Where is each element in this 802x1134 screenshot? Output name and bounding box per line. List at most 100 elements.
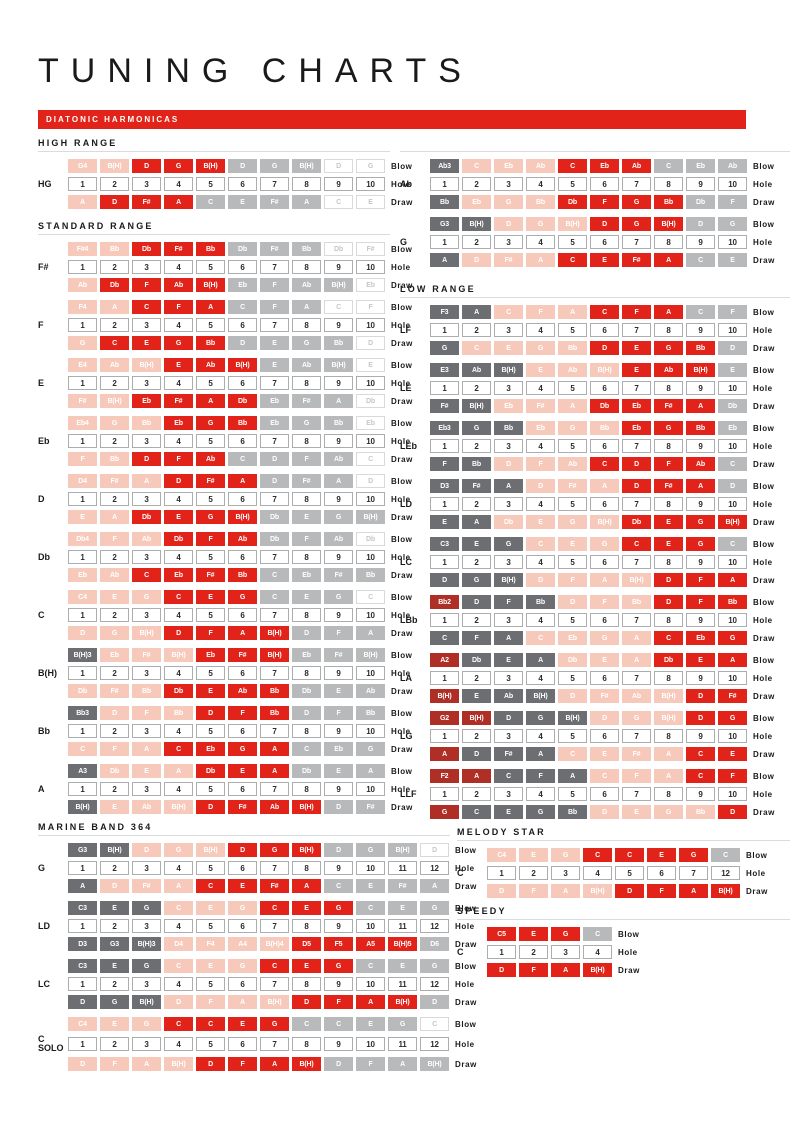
hole-cell: 3 bbox=[132, 1037, 161, 1051]
section-title: MARINE BAND 364 bbox=[38, 822, 153, 832]
hole-cell: 5 bbox=[196, 260, 225, 274]
note-cell: G4 bbox=[68, 159, 97, 173]
note-cell: B(H) bbox=[324, 358, 353, 372]
hole-cell: 1 bbox=[68, 861, 97, 875]
note-cell: Ab bbox=[324, 532, 353, 546]
hole-cell: 4 bbox=[164, 608, 193, 622]
note-cell: E bbox=[590, 653, 619, 667]
note-cell: C bbox=[324, 300, 353, 314]
note-cell: E3 bbox=[430, 363, 459, 377]
hole-cell: 10 bbox=[718, 555, 747, 569]
chart-row-hole: LBb 1 2 3 4 5 6 7 8 9 10 Hole bbox=[400, 613, 802, 627]
note-cell: E bbox=[590, 253, 619, 267]
note-cell: Db bbox=[292, 764, 321, 778]
note-cell: A bbox=[551, 884, 580, 898]
row-label-hole: Hole bbox=[753, 731, 773, 741]
hole-cell: 2 bbox=[462, 439, 491, 453]
row-label-blow: Blow bbox=[391, 650, 413, 660]
hole-cell: 8 bbox=[292, 434, 321, 448]
row-label-draw: Draw bbox=[753, 575, 775, 585]
note-cell: G bbox=[420, 901, 449, 915]
hole-cell: 6 bbox=[590, 235, 619, 249]
hole-cell: 10 bbox=[356, 177, 385, 191]
note-cell: B(H) bbox=[132, 358, 161, 372]
hole-cell: 3 bbox=[132, 177, 161, 191]
note-cell: D bbox=[356, 474, 385, 488]
note-cell: Eb4 bbox=[68, 416, 97, 430]
hole-cell: 10 bbox=[356, 260, 385, 274]
note-cell: Ab3 bbox=[430, 159, 459, 173]
chart-HG: G4 B(H) D G B(H) D G B(H) D G Blow HG 1 2 3 4 5 6 7 8 9 10 Hol… bbox=[38, 159, 498, 209]
note-cell: B(H) bbox=[654, 217, 683, 231]
note-cell: A bbox=[622, 653, 651, 667]
note-cell: F bbox=[718, 769, 747, 783]
chart-row-hole: C 1 2 3 4 Hole bbox=[457, 945, 802, 959]
note-cell: F bbox=[228, 1057, 257, 1071]
note-cell: Bb bbox=[196, 242, 225, 256]
chart-row-hole: HG 1 2 3 4 5 6 7 8 9 10 Hole bbox=[38, 177, 498, 191]
hole-cell: 2 bbox=[462, 497, 491, 511]
note-cell: D bbox=[654, 595, 683, 609]
row-label-hole: Hole bbox=[753, 383, 773, 393]
note-cell: C bbox=[526, 631, 555, 645]
note-cell: Eb bbox=[164, 568, 193, 582]
note-cell: E bbox=[196, 590, 225, 604]
note-cell: A bbox=[260, 764, 289, 778]
note-cell: Ab bbox=[292, 358, 321, 372]
chart-row-draw: F Bb D F Ab C D F Ab C Draw bbox=[400, 457, 802, 471]
key-label: Eb bbox=[38, 435, 50, 446]
note-cell: Eb bbox=[260, 416, 289, 430]
row-label-blow: Blow bbox=[391, 476, 413, 486]
note-cell: F bbox=[526, 305, 555, 319]
note-cell: B(H) bbox=[132, 626, 161, 640]
row-label-blow: Blow bbox=[753, 597, 775, 607]
note-cell: A bbox=[462, 515, 491, 529]
row-label-draw: Draw bbox=[391, 338, 413, 348]
chart-Db: Db4 F Ab Db F Ab Db F Ab Db Blow Db 1 2 3 4 5 6 7 8 9 10 Hole E… bbox=[38, 532, 498, 582]
note-cell: Bb bbox=[686, 421, 715, 435]
note-cell: A bbox=[526, 653, 555, 667]
row-label-hole: Hole bbox=[753, 325, 773, 335]
hole-cell: 3 bbox=[132, 608, 161, 622]
hole-cell: 9 bbox=[324, 977, 353, 991]
key-label: LC bbox=[38, 978, 50, 989]
note-cell: A bbox=[551, 963, 580, 977]
note-cell: F bbox=[196, 995, 225, 1009]
note-cell: E bbox=[519, 848, 548, 862]
chart-row-draw: C F A C Eb G A C Eb G Draw bbox=[38, 742, 498, 756]
note-cell: Bb bbox=[132, 684, 161, 698]
note-cell: B(H) bbox=[583, 884, 612, 898]
hole-cell: 3 bbox=[494, 497, 523, 511]
note-cell: B(H) bbox=[228, 358, 257, 372]
chart-row-blow: F2 A C F A C F A C F Blow bbox=[400, 769, 802, 783]
hole-cell: 8 bbox=[654, 671, 683, 685]
chart-row-draw: G C E G Bb D E G Bb D Draw bbox=[38, 336, 498, 350]
row-label-draw: Draw bbox=[391, 454, 413, 464]
chart-LC: C3 E G C E G C E G C Blow LC 1 2 3 4 5 6 7 8 9 10 Hole D G B(H) D F… bbox=[400, 537, 802, 587]
note-cell: E bbox=[647, 848, 676, 862]
hole-cell: 5 bbox=[196, 550, 225, 564]
chart-row-draw: D G B(H) D F A B(H) D F A Draw bbox=[400, 573, 802, 587]
chart-G: G3 B(H) D G B(H) D G B(H) D G Blow G 1 2 3 4 5 6 7 8 9 10 Hole… bbox=[400, 217, 802, 267]
note-cell: Bb bbox=[526, 595, 555, 609]
note-cell: G bbox=[100, 626, 129, 640]
note-cell: B(H) bbox=[228, 510, 257, 524]
hole-cell: 12 bbox=[711, 866, 740, 880]
note-cell: A bbox=[430, 253, 459, 267]
note-cell: E bbox=[622, 805, 651, 819]
note-cell: G bbox=[526, 711, 555, 725]
note-cell: Ab bbox=[68, 278, 97, 292]
hole-cell: 3 bbox=[494, 729, 523, 743]
note-cell: E bbox=[356, 879, 385, 893]
hole-cell: 6 bbox=[590, 497, 619, 511]
hole-cell: 1 bbox=[487, 945, 516, 959]
note-cell: Ab bbox=[654, 363, 683, 377]
note-cell: B(H) bbox=[324, 278, 353, 292]
note-cell: F bbox=[462, 631, 491, 645]
hole-cell: 4 bbox=[526, 671, 555, 685]
section-high-range: HIGH RANGE G4 B(H) D G B(H) D G B(H) D G Blow HG 1 2 3 4… bbox=[38, 138, 498, 209]
row-label-draw: Draw bbox=[455, 997, 477, 1007]
note-cell: A bbox=[292, 195, 321, 209]
note-cell: D bbox=[462, 747, 491, 761]
note-cell: Bb bbox=[686, 341, 715, 355]
